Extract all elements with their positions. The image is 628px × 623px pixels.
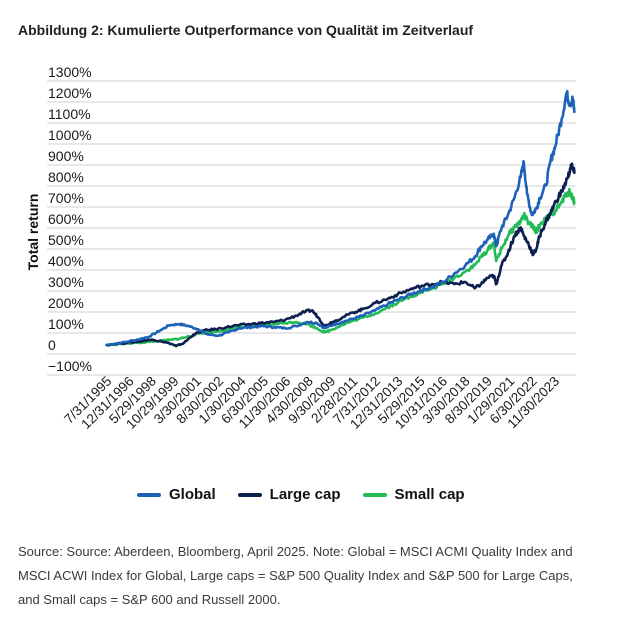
y-tick-label: 600%	[48, 211, 84, 227]
y-tick-label: −100%	[48, 358, 92, 374]
y-tick-label: 1000%	[48, 127, 92, 143]
y-tick-label: 200%	[48, 295, 84, 311]
series-line-large-cap	[105, 162, 576, 348]
legend-swatch-global	[137, 492, 161, 497]
y-axis-label: Total return	[25, 194, 41, 271]
legend-label-global: Global	[169, 486, 216, 503]
y-tick-label: 1200%	[48, 85, 92, 101]
y-tick-label: 300%	[48, 274, 84, 290]
legend-label-small-cap: Small cap	[394, 486, 465, 503]
series-lines	[105, 89, 576, 348]
y-tick-label: 400%	[48, 253, 84, 269]
x-axis-ticks: 7/31/199512/31/19965/29/199810/29/19993/…	[61, 373, 562, 432]
legend-swatch-large-cap	[237, 492, 262, 497]
y-tick-label: 900%	[48, 148, 84, 164]
y-tick-label: 1300%	[48, 64, 92, 80]
legend: Global Large cap Small cap	[137, 486, 487, 503]
chart-title: Abbildung 2: Kumulierte Outperformance v…	[18, 22, 474, 38]
y-tick-label: 800%	[48, 169, 84, 185]
y-tick-label: 100%	[48, 316, 84, 332]
legend-item-large-cap: Large cap	[237, 486, 341, 503]
y-tick-label: 700%	[48, 190, 84, 206]
y-tick-label: 500%	[48, 232, 84, 248]
y-axis-ticks: −100% 0 100% 200% 300% 400% 500% 600% 700% 800% 90…	[48, 64, 92, 374]
legend-item-small-cap: Small cap	[362, 486, 465, 503]
legend-item-global: Global	[137, 486, 216, 503]
source-footnote: Source: Source: Aberdeen, Bloomberg, Apr…	[18, 544, 573, 607]
y-tick-label: 0	[48, 337, 56, 353]
grid-lines	[47, 80, 576, 376]
series-line-global	[105, 89, 576, 347]
legend-label-large-cap: Large cap	[269, 486, 341, 503]
legend-swatch-small-cap	[362, 492, 387, 497]
y-tick-label: 1100%	[48, 106, 91, 122]
